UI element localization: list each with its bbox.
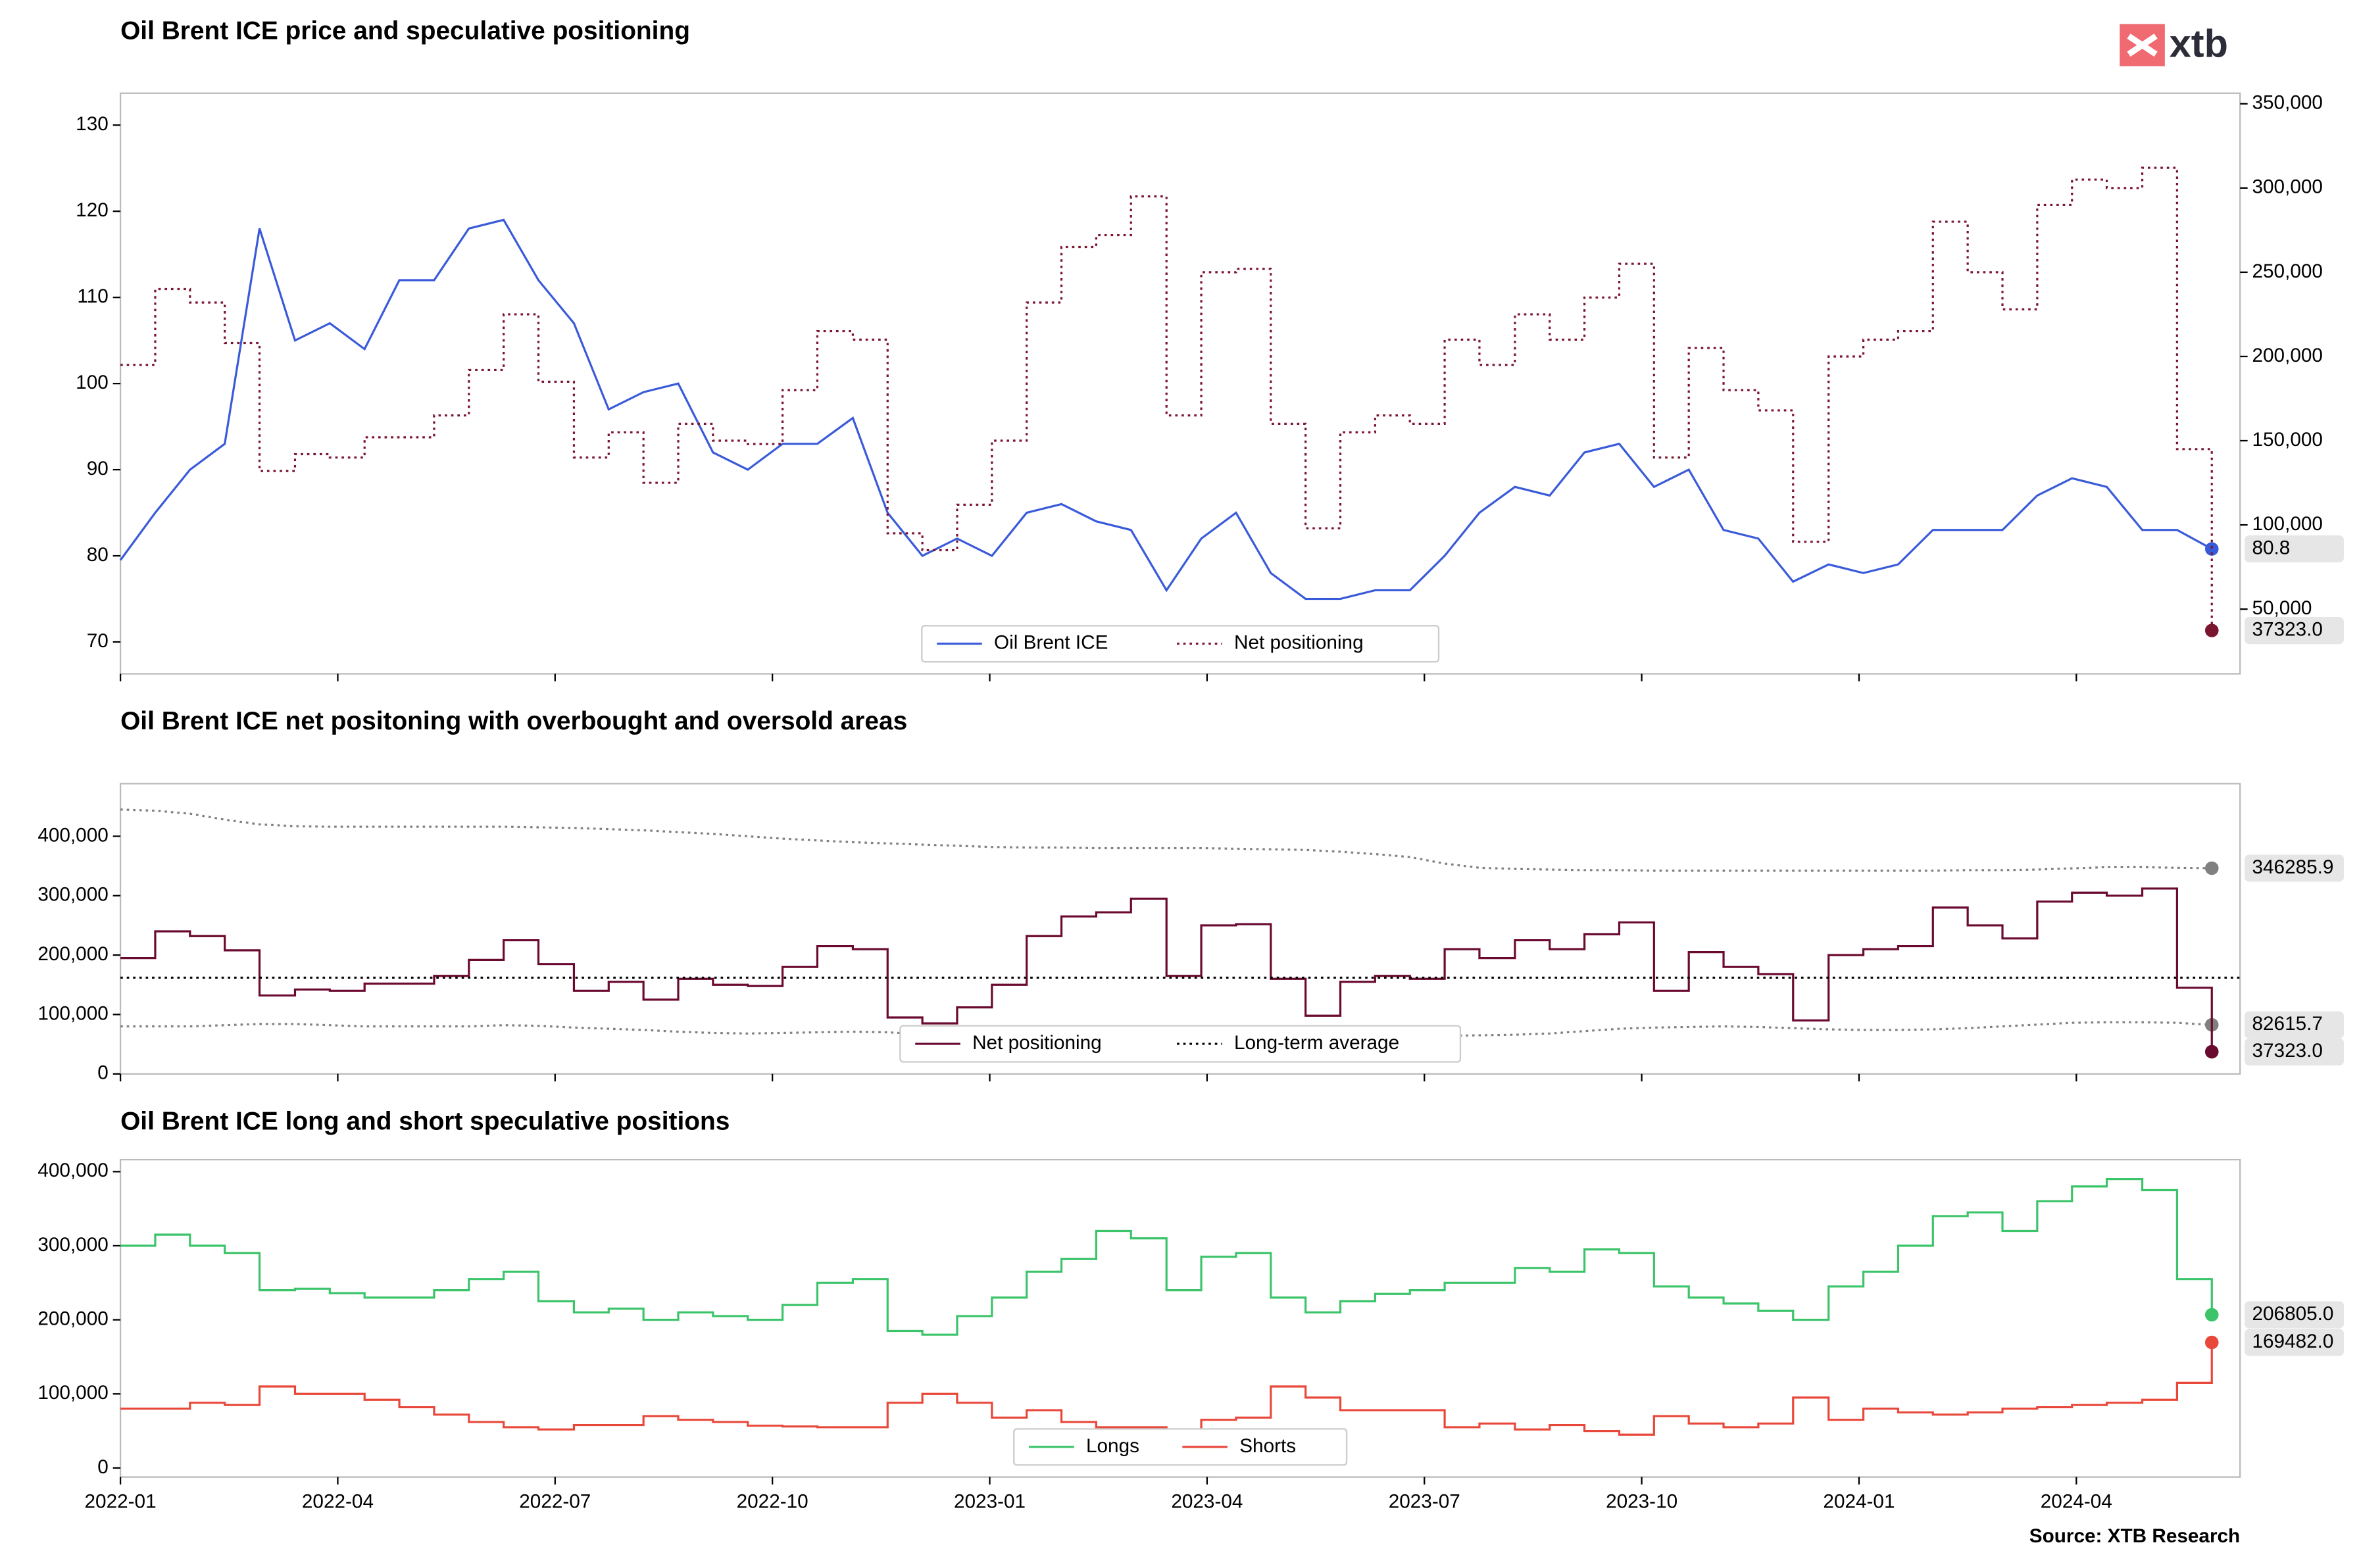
chart-title: Oil Brent ICE price and speculative posi… [120, 16, 690, 45]
series-line [120, 166, 2213, 631]
end-label: 82615.7 [2252, 1013, 2322, 1035]
end-label-box [2245, 1038, 2344, 1066]
y-tick-label: 400,000 [37, 824, 108, 846]
y-tick-label: 90 [87, 458, 109, 479]
end-label-box [2245, 1011, 2344, 1039]
end-marker [2204, 1044, 2219, 1059]
y2-tick-label: 50,000 [2252, 597, 2312, 619]
x-tick-label: 2023-07 [1389, 1490, 1460, 1512]
legend-label: Net positioning [972, 1032, 1102, 1054]
y-tick-label: 400,000 [37, 1160, 108, 1181]
legend-label: Shorts [1239, 1435, 1296, 1457]
logo-text: xtb [2170, 22, 2228, 66]
y-tick-label: 80 [87, 544, 109, 566]
x-tick-label: 2023-04 [1171, 1490, 1243, 1512]
y-tick-label: 120 [76, 199, 109, 221]
y-tick-label: 100,000 [37, 1002, 108, 1024]
y-tick-label: 100,000 [37, 1382, 108, 1404]
series-line [119, 218, 2213, 600]
x-tick-label: 2024-01 [1823, 1490, 1895, 1512]
end-label-box [2245, 854, 2344, 882]
x-tick-label: 2023-10 [1606, 1490, 1677, 1512]
logo-icon [2127, 34, 2158, 57]
end-label: 169482.0 [2252, 1331, 2333, 1352]
plot-frame [119, 92, 2241, 675]
y-tick-label: 0 [97, 1456, 109, 1478]
end-label: 80.8 [2252, 537, 2290, 558]
x-tick-label: 2022-07 [519, 1490, 591, 1512]
legend-label: Net positioning [1234, 632, 1364, 654]
y-tick-label: 130 [76, 113, 109, 135]
x-tick-label: 2024-04 [2041, 1490, 2112, 1512]
plot-frame [119, 783, 2241, 1075]
y2-tick-label: 350,000 [2252, 92, 2322, 114]
end-marker [2204, 624, 2219, 637]
end-marker [2204, 1335, 2219, 1350]
end-marker [2204, 1308, 2219, 1322]
series-line [120, 1178, 2213, 1336]
y2-tick-label: 200,000 [2252, 345, 2322, 366]
y-tick-label: 200,000 [37, 1308, 108, 1329]
y-tick-label: 0 [97, 1062, 109, 1084]
x-tick-label: 2023-01 [954, 1490, 1026, 1512]
chart-title: Oil Brent ICE net positoning with overbo… [120, 707, 907, 735]
legend-label: Long-term average [1234, 1032, 1399, 1054]
y-tick-label: 300,000 [37, 1234, 108, 1256]
end-label: 37323.0 [2252, 1040, 2322, 1062]
legend-box [899, 1025, 1462, 1063]
x-tick-label: 2022-01 [85, 1490, 157, 1512]
legend-label: Oil Brent ICE [994, 632, 1108, 654]
series-line [120, 887, 2213, 1052]
y-tick-label: 110 [77, 285, 108, 307]
source: Source: XTB Research [2029, 1525, 2240, 1547]
plot-frame [119, 1158, 2241, 1478]
x-tick-label: 2022-04 [302, 1490, 374, 1512]
x-tick-label: 2022-10 [737, 1490, 808, 1512]
y-tick-label: 100 [76, 372, 109, 393]
end-label: 346285.9 [2252, 856, 2333, 878]
y2-tick-label: 150,000 [2252, 429, 2322, 451]
end-label-box [2245, 617, 2344, 645]
y2-tick-label: 250,000 [2252, 260, 2322, 282]
y-tick-label: 200,000 [37, 943, 108, 965]
end-label-box [2245, 1301, 2344, 1329]
end-label: 37323.0 [2252, 618, 2322, 640]
legend-label: Longs [1086, 1435, 1139, 1457]
legend-box [1013, 1428, 1348, 1466]
end-marker [2204, 861, 2219, 875]
series-line [120, 1021, 2212, 1038]
end-marker [2204, 542, 2219, 556]
end-label-box [2245, 1329, 2344, 1356]
end-label-box [2245, 535, 2344, 563]
legend-box [921, 625, 1440, 663]
series-line [120, 808, 2212, 872]
end-label: 206805.0 [2252, 1303, 2333, 1325]
chart-title: Oil Brent ICE long and short speculative… [120, 1107, 730, 1135]
y-tick-label: 70 [87, 630, 109, 652]
y2-tick-label: 300,000 [2252, 176, 2322, 198]
y2-tick-label: 100,000 [2252, 513, 2322, 535]
y-tick-label: 300,000 [37, 884, 108, 906]
series-line [120, 1342, 2213, 1436]
